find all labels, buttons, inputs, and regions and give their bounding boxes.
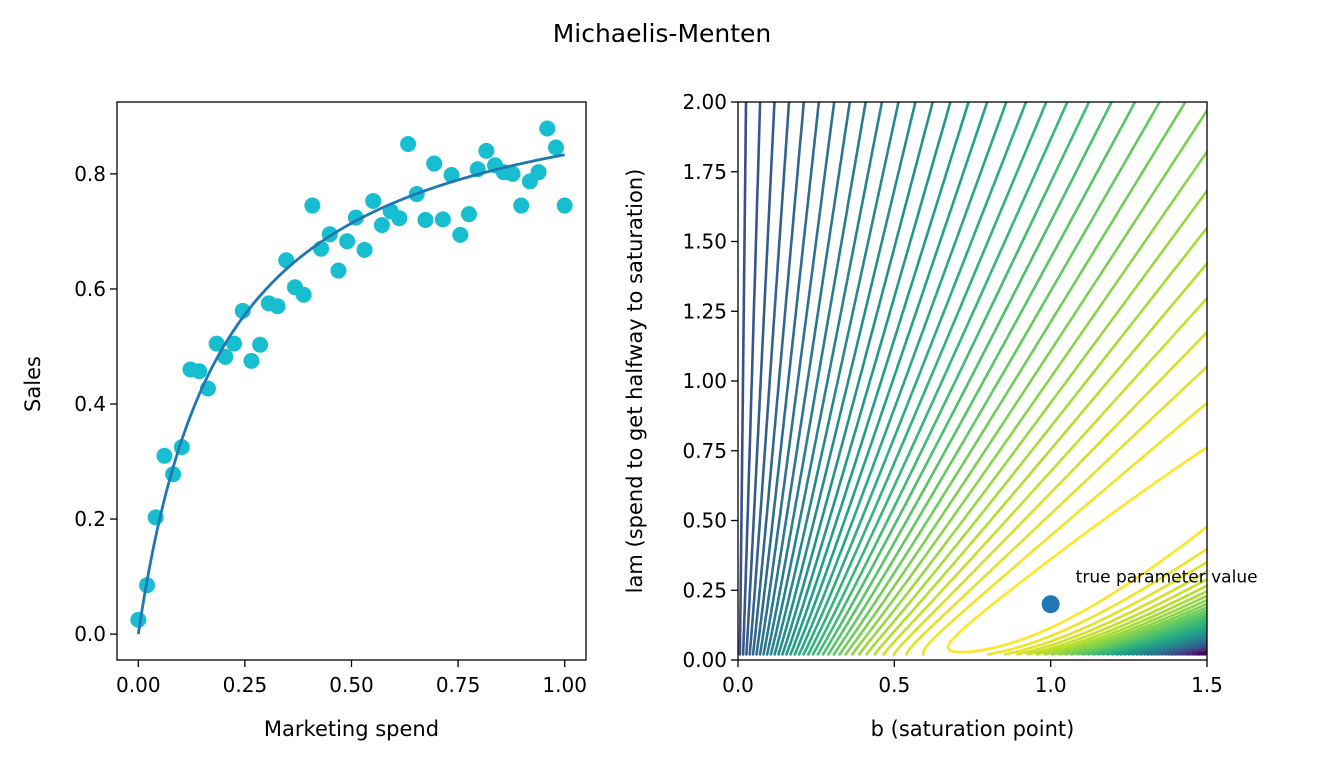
contour-line: [741, 102, 1207, 656]
data-point: [460, 206, 477, 223]
contour-line: [769, 102, 1207, 656]
contour-line: [773, 102, 1207, 656]
data-point: [417, 211, 434, 228]
contour-line: [738, 102, 1207, 656]
data-point: [391, 210, 408, 227]
contour-line: [873, 262, 1207, 656]
contour-line: [789, 102, 1207, 656]
data-point: [226, 335, 243, 352]
scatter-x-axis-label: Marketing spend: [264, 717, 439, 741]
contour-x-ticks: 0.0 0.5 1.0 1.5: [722, 660, 1223, 697]
data-point: [504, 165, 521, 182]
x-tick-label: 1.00: [542, 673, 587, 697]
data-point: [373, 217, 390, 234]
scatter-y-ticks: 0.0 0.2 0.4 0.6 0.8: [74, 162, 117, 646]
data-point: [513, 197, 530, 214]
x-tick-label: 0.50: [329, 673, 374, 697]
y-tick-label: 0.0: [74, 622, 106, 646]
y-tick-label: 0.75: [682, 439, 727, 463]
contour-line: [832, 102, 1207, 656]
data-point: [330, 262, 347, 279]
data-point: [365, 192, 382, 209]
contour-line: [946, 446, 1207, 654]
data-point: [252, 336, 269, 353]
data-point: [156, 447, 173, 464]
contour-line: [921, 401, 1207, 656]
data-point: [452, 226, 469, 243]
contour-line: [905, 365, 1207, 656]
x-tick-label: 1.0: [1035, 673, 1067, 697]
x-tick-label: 0.0: [722, 673, 754, 697]
data-point: [539, 120, 556, 137]
data-point: [191, 363, 208, 380]
y-tick-label: 2.00: [682, 90, 727, 114]
y-tick-label: 0.00: [682, 648, 727, 672]
y-tick-label: 1.25: [682, 299, 727, 323]
contour-line: [844, 109, 1207, 656]
contour-line: [892, 330, 1207, 656]
x-tick-label: 0.00: [116, 673, 161, 697]
data-point: [243, 352, 260, 369]
data-point: [234, 302, 251, 319]
data-point: [339, 233, 356, 250]
data-point: [208, 335, 225, 352]
contour-line: [821, 102, 1207, 656]
contour-x-axis-label: b (saturation point): [871, 717, 1075, 741]
contour-chart: true parameter value 0.0 0.5 1.0 1.5 0.000.…: [623, 90, 1258, 741]
contour-line: [816, 102, 1207, 656]
y-tick-label: 0.8: [74, 162, 106, 186]
contour-line: [745, 102, 1207, 656]
contour-line: [802, 102, 1207, 656]
contour-line: [797, 102, 1207, 656]
contour-y-axis-label: lam (spend to get halfway to saturation): [623, 169, 647, 594]
y-tick-label: 0.6: [74, 277, 106, 301]
scatter-y-axis-label: Sales: [21, 356, 45, 412]
data-point: [269, 298, 286, 315]
data-point: [304, 197, 321, 214]
contour-line: [793, 102, 1207, 656]
data-point: [478, 142, 495, 159]
true-parameter-marker: [1041, 595, 1060, 614]
y-tick-label: 0.25: [682, 578, 727, 602]
contour-line: [806, 102, 1207, 656]
contour-line: [838, 102, 1207, 656]
contour-line: [882, 296, 1207, 656]
contour-line: [811, 102, 1207, 656]
x-tick-label: 1.5: [1191, 673, 1223, 697]
y-tick-label: 0.50: [682, 509, 727, 533]
y-tick-label: 0.4: [74, 392, 106, 416]
x-tick-label: 0.25: [223, 673, 268, 697]
data-point: [426, 155, 443, 172]
y-tick-label: 1.00: [682, 369, 727, 393]
y-tick-label: 1.50: [682, 230, 727, 254]
scatter-chart: 0.00 0.25 0.50 0.75 1.00 0.0 0.2 0.4 0.6 0.8 Mar…: [21, 101, 587, 741]
x-tick-label: 0.75: [436, 673, 481, 697]
contour-line: [748, 102, 1207, 656]
data-point: [356, 241, 373, 258]
y-tick-label: 1.75: [682, 160, 727, 184]
x-tick-label: 0.5: [878, 673, 910, 697]
contour-line: [850, 150, 1207, 656]
figure-title: Michaelis-Menten: [553, 19, 772, 48]
fitted-curve: [136, 153, 565, 635]
y-tick-label: 0.2: [74, 507, 106, 531]
data-point: [530, 164, 547, 181]
data-point: [434, 211, 451, 228]
contour-line: [865, 226, 1207, 656]
data-point: [295, 286, 312, 303]
contour-line: [857, 189, 1207, 656]
data-point: [443, 167, 460, 184]
scatter-x-ticks: 0.00 0.25 0.50 0.75 1.00: [116, 660, 587, 697]
contour-line: [751, 102, 1207, 656]
true-parameter-annotation: true parameter value: [1076, 567, 1258, 587]
data-point: [547, 139, 564, 156]
contour-line: [827, 102, 1207, 656]
data-point: [556, 197, 573, 214]
contour-y-ticks: 0.00 0.25 0.50 0.75 1.00 1.25 1.50 1.75 2.00: [682, 90, 738, 672]
data-point: [400, 135, 417, 152]
